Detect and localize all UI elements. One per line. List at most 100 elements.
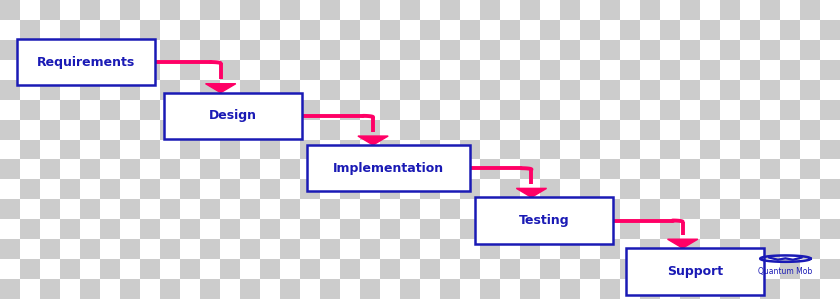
Bar bbox=[720, 0, 740, 20]
Bar bbox=[440, 0, 460, 20]
Bar bbox=[500, 100, 520, 120]
Bar bbox=[440, 120, 460, 140]
Bar bbox=[240, 40, 260, 60]
Bar bbox=[760, 199, 780, 219]
Bar bbox=[820, 219, 840, 239]
Bar bbox=[60, 179, 80, 199]
Bar bbox=[280, 279, 300, 299]
Bar bbox=[400, 80, 420, 100]
Bar bbox=[720, 80, 740, 100]
Bar bbox=[420, 219, 440, 239]
Bar bbox=[260, 100, 280, 120]
Bar bbox=[500, 259, 520, 279]
Bar bbox=[100, 100, 120, 120]
Bar bbox=[580, 179, 600, 199]
Bar bbox=[200, 239, 220, 259]
Bar bbox=[260, 179, 280, 199]
Bar bbox=[160, 120, 180, 140]
Bar bbox=[480, 239, 500, 259]
Bar bbox=[180, 60, 200, 80]
Bar bbox=[580, 219, 600, 239]
Bar bbox=[700, 219, 720, 239]
Bar bbox=[400, 199, 420, 219]
Bar bbox=[680, 0, 700, 20]
Bar bbox=[40, 40, 60, 60]
Bar bbox=[640, 199, 660, 219]
Bar bbox=[0, 0, 20, 20]
Bar bbox=[300, 20, 320, 40]
Bar bbox=[360, 239, 380, 259]
Bar bbox=[740, 20, 760, 40]
Bar bbox=[520, 40, 540, 60]
Bar bbox=[320, 120, 340, 140]
Bar bbox=[120, 120, 140, 140]
Bar bbox=[700, 20, 720, 40]
Bar bbox=[0, 159, 20, 179]
Bar bbox=[560, 0, 580, 20]
Text: Support: Support bbox=[667, 265, 723, 278]
Bar bbox=[360, 199, 380, 219]
Bar bbox=[540, 259, 560, 279]
Bar bbox=[460, 140, 480, 159]
Bar bbox=[560, 80, 580, 100]
Bar bbox=[540, 219, 560, 239]
Bar bbox=[20, 259, 40, 279]
Bar bbox=[480, 279, 500, 299]
Bar bbox=[260, 20, 280, 40]
Bar bbox=[140, 20, 160, 40]
Bar bbox=[200, 0, 220, 20]
Bar bbox=[620, 140, 640, 159]
Bar bbox=[120, 80, 140, 100]
Bar bbox=[180, 259, 200, 279]
Bar bbox=[300, 179, 320, 199]
Bar bbox=[620, 60, 640, 80]
Bar bbox=[160, 40, 180, 60]
Bar bbox=[460, 20, 480, 40]
Bar bbox=[640, 0, 660, 20]
Bar bbox=[20, 179, 40, 199]
Bar bbox=[760, 40, 780, 60]
Text: Quantum Mob: Quantum Mob bbox=[759, 267, 812, 276]
Bar bbox=[320, 0, 340, 20]
Bar bbox=[560, 279, 580, 299]
Bar bbox=[800, 120, 820, 140]
Bar bbox=[420, 140, 440, 159]
FancyBboxPatch shape bbox=[164, 93, 302, 139]
Bar bbox=[700, 100, 720, 120]
Bar bbox=[740, 259, 760, 279]
Bar bbox=[200, 199, 220, 219]
Bar bbox=[780, 60, 800, 80]
Text: Implementation: Implementation bbox=[333, 162, 444, 175]
Bar bbox=[360, 80, 380, 100]
Bar bbox=[200, 80, 220, 100]
Bar bbox=[380, 219, 400, 239]
Bar bbox=[340, 60, 360, 80]
Bar bbox=[40, 159, 60, 179]
Bar bbox=[620, 219, 640, 239]
Bar bbox=[240, 80, 260, 100]
Text: Design: Design bbox=[209, 109, 257, 122]
Bar bbox=[680, 199, 700, 219]
Bar bbox=[300, 219, 320, 239]
Bar bbox=[80, 80, 100, 100]
Bar bbox=[300, 100, 320, 120]
Bar bbox=[400, 159, 420, 179]
Bar bbox=[300, 60, 320, 80]
Bar bbox=[780, 140, 800, 159]
Bar bbox=[600, 40, 620, 60]
Bar bbox=[60, 20, 80, 40]
Bar bbox=[360, 40, 380, 60]
Bar bbox=[520, 159, 540, 179]
Bar bbox=[260, 219, 280, 239]
Bar bbox=[140, 219, 160, 239]
Bar bbox=[780, 100, 800, 120]
Bar bbox=[720, 239, 740, 259]
Bar bbox=[700, 60, 720, 80]
Bar bbox=[220, 179, 240, 199]
Bar bbox=[740, 140, 760, 159]
Bar bbox=[300, 259, 320, 279]
Bar bbox=[140, 60, 160, 80]
Bar bbox=[660, 60, 680, 80]
Bar bbox=[140, 100, 160, 120]
Bar bbox=[80, 239, 100, 259]
